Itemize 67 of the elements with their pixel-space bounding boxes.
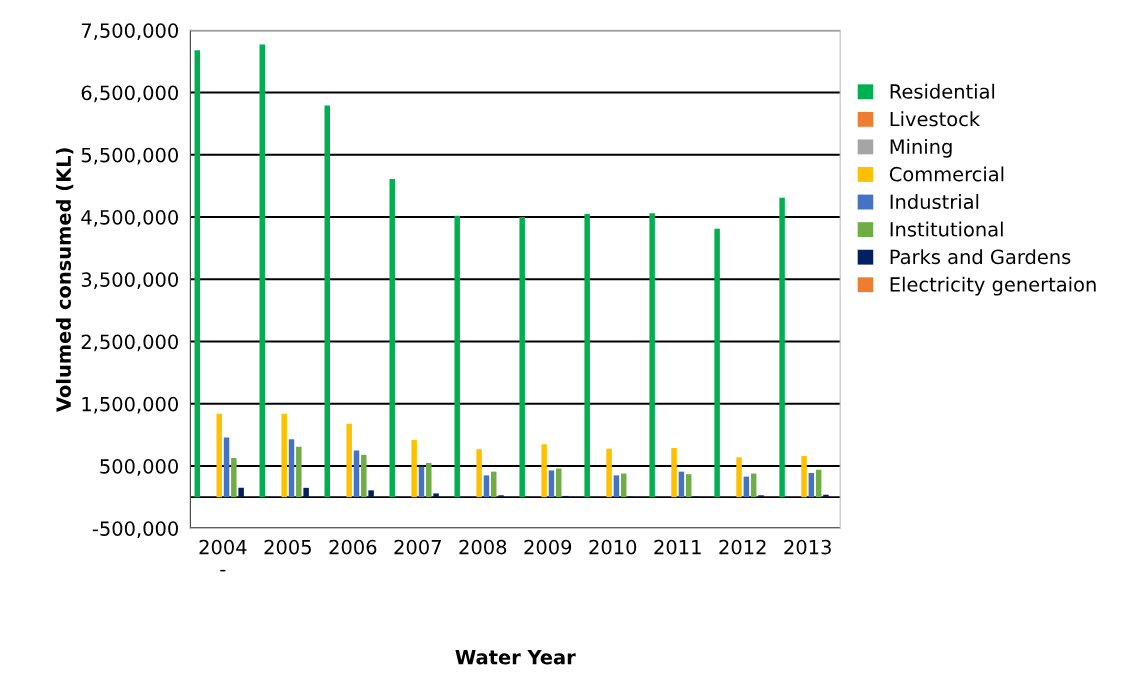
y-tick-label: 500,000 [100, 459, 178, 476]
bar [194, 50, 201, 498]
y-tick-label: 7,500,000 [81, 23, 178, 40]
bar [223, 437, 230, 498]
bar [346, 423, 352, 498]
legend-label: Mining [890, 138, 952, 158]
y-tick-label: 4,500,000 [81, 210, 178, 227]
x-tick-label: 2009 [524, 539, 572, 555]
bar [801, 456, 807, 498]
bar [259, 44, 266, 498]
x-tick-label: 2004 - [199, 539, 247, 572]
bar [389, 179, 395, 498]
x-tick-label: 2005 [264, 539, 311, 555]
bar [808, 472, 815, 498]
legend-label: Residential [890, 83, 995, 99]
bar [541, 444, 547, 498]
bar [671, 448, 677, 498]
bar [779, 197, 785, 498]
bar [606, 448, 612, 498]
bar [303, 487, 309, 498]
bar [353, 450, 360, 498]
bar [714, 228, 720, 498]
x-tick-label: 2007 [394, 539, 441, 555]
y-tick-label: 6,500,000 [81, 85, 178, 103]
bar [216, 413, 222, 498]
bar [815, 469, 822, 498]
legend-label: Electricity genertaion [890, 276, 1096, 296]
bar [231, 457, 237, 498]
bar [324, 105, 330, 498]
bar [519, 217, 525, 498]
legend-label: Industrial [890, 194, 979, 210]
bar [288, 439, 295, 498]
bar [368, 490, 374, 498]
x-tick-label: 2010 [589, 539, 637, 555]
bar [685, 474, 692, 498]
legend-label: Livestock [890, 111, 981, 127]
bar [433, 493, 439, 498]
bar [411, 439, 417, 498]
bar [454, 215, 460, 498]
bar [281, 413, 287, 498]
bar [426, 462, 432, 498]
legend-label: Parks and Gardens [890, 249, 1071, 265]
y-axis-title: Volumed consumed (KL) [55, 148, 74, 412]
bar [483, 475, 490, 498]
x-tick-label: 2008 [459, 539, 507, 555]
bar [418, 466, 425, 498]
legend-label: Institutional [890, 221, 1003, 237]
bar [548, 470, 555, 498]
bar [613, 475, 620, 498]
y-tick-label: 5,500,000 [81, 147, 178, 165]
bar [649, 213, 655, 498]
bar [476, 449, 482, 498]
x-tick-label: 2006 [329, 539, 377, 555]
legend-label: Commercial [889, 166, 1004, 182]
bar [238, 487, 244, 498]
y-tick-label: -500,000 [92, 521, 178, 538]
y-tick-label: 2,500,000 [81, 334, 178, 352]
bar [361, 454, 367, 498]
x-tick-label: 2011 [654, 539, 701, 555]
y-tick-label: 1,500,000 [82, 396, 178, 414]
x-tick-label: 2012 [719, 539, 766, 555]
bar [736, 457, 742, 498]
bar [296, 446, 302, 498]
bar [584, 213, 590, 498]
y-tick-label: 3,500,000 [81, 272, 178, 289]
x-axis-title: Water Year [455, 650, 576, 665]
x-tick-label: 2013 [784, 539, 831, 555]
